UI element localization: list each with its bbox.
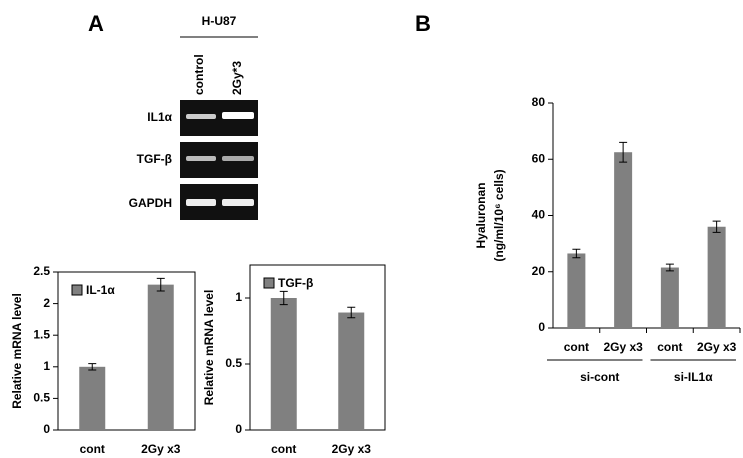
bar — [614, 152, 633, 328]
x-tick-label: 2Gy x3 — [603, 340, 643, 354]
y-axis-label: Relative mRNA level — [202, 290, 216, 406]
error-bar — [665, 263, 674, 272]
y-axis-label: Relative mRNA level — [10, 293, 24, 409]
y-tick-label: 2 — [43, 296, 50, 310]
y-tick-label: 1 — [235, 290, 242, 304]
y-tick-label: 0.5 — [33, 391, 50, 405]
lane-label: 2Gy*3 — [230, 61, 244, 95]
y-tick-label: 1 — [43, 359, 50, 373]
bar — [567, 253, 586, 328]
gene-label: IL1α — [147, 110, 172, 124]
bar — [147, 284, 174, 430]
y-tick-label: 0 — [538, 320, 545, 334]
plot-frame — [57, 271, 196, 431]
y-tick-label: 2.5 — [33, 264, 50, 278]
x-tick-label: 2Gy x3 — [697, 340, 737, 354]
legend-swatch — [71, 284, 83, 296]
error-bar — [347, 306, 356, 319]
panel-label: A — [88, 11, 104, 36]
gene-label: TGF-β — [137, 152, 172, 166]
bar — [660, 267, 679, 328]
legend-swatch — [263, 277, 275, 289]
y-tick-label: 0.5 — [225, 356, 242, 370]
error-bar — [572, 248, 581, 259]
bar — [270, 298, 297, 430]
y-axis-label: Hyaluronan — [474, 182, 488, 248]
y-tick-label: 1.5 — [33, 327, 50, 341]
y-tick-label: 80 — [532, 95, 546, 109]
x-tick-label: cont — [271, 442, 296, 456]
gel — [180, 100, 258, 220]
y-tick-label: 40 — [532, 208, 546, 222]
x-tick-label: cont — [564, 340, 589, 354]
error-bar — [88, 363, 97, 371]
error-bar — [279, 290, 288, 306]
y-tick-label: 0 — [235, 422, 242, 436]
bar — [338, 312, 365, 430]
gene-label: GAPDH — [129, 196, 172, 210]
y-axis-label: (ng/ml/10⁶ cells) — [492, 169, 506, 261]
panel-label: B — [415, 11, 431, 36]
plot-frame — [249, 264, 386, 431]
bar — [79, 366, 106, 430]
bar — [707, 226, 726, 328]
legend-label: TGF-β — [278, 276, 313, 290]
x-tick-label: 2Gy x3 — [141, 442, 181, 456]
y-tick-label: 60 — [532, 151, 546, 165]
error-bar — [156, 277, 165, 292]
group-label: si-cont — [580, 370, 619, 384]
y-tick-label: 0 — [43, 422, 50, 436]
x-tick-label: cont — [80, 442, 105, 456]
cell-line: H-U87 — [202, 14, 237, 28]
group-label: si-IL1α — [674, 370, 713, 384]
legend-label: IL-1α — [86, 283, 115, 297]
error-bar — [712, 220, 721, 233]
error-bar — [619, 141, 628, 163]
x-tick-label: cont — [657, 340, 682, 354]
y-tick-label: 20 — [532, 264, 546, 278]
x-tick-label: 2Gy x3 — [332, 442, 372, 456]
lane-label: control — [192, 54, 206, 95]
